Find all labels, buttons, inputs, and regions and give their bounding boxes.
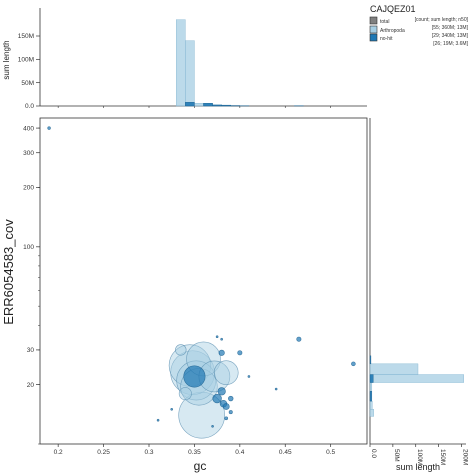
y-tick-label: 300 <box>23 150 34 157</box>
right-hist-bar-arthropoda <box>369 382 373 392</box>
x-tick-label: 0.3 <box>144 449 153 456</box>
scatter-point-no-hit <box>296 336 302 342</box>
legend-label-no-hit: no-hit <box>380 36 393 42</box>
x-axis-title: gc <box>194 459 207 473</box>
right-histogram: 0.0 50M 100M 150M 200M <box>369 118 469 465</box>
right-hist-bar-arthropoda <box>369 409 374 417</box>
right-hist-x-tick-label: 50M <box>393 449 400 462</box>
legend-header: [count; sum length; n50] <box>415 17 469 23</box>
scatter-point-no-hit <box>220 337 223 341</box>
main-scatter-panel: 0.2 0.25 0.3 0.35 0.4 0.45 0.5 20 30 100 200 300 400 <box>23 117 368 456</box>
right-hist-x-title: sum length <box>396 462 440 472</box>
top-hist-bar-arthropoda <box>185 40 195 107</box>
scatter-point-no-hit <box>228 395 234 402</box>
y-tick-label: 400 <box>23 125 34 132</box>
legend-swatch-total <box>369 16 378 25</box>
scatter-point-no-hit <box>274 387 278 391</box>
top-hist-y-tick-label: 150M <box>18 33 34 40</box>
scatter-point-no-hit <box>211 424 214 428</box>
top-hist-y-title: sum length <box>2 40 11 79</box>
top-hist-bar-no-hit <box>221 105 231 107</box>
legend-label-arthropoda: Arthropoda <box>380 28 405 34</box>
top-hist-y-tick-label: 0.0 <box>25 103 34 110</box>
right-hist-bar-no-hit <box>369 391 373 402</box>
scatter-point-no-hit <box>247 375 251 378</box>
scatter-point-arthropoda <box>178 387 192 401</box>
x-tick-label: 0.45 <box>279 449 292 456</box>
top-hist-y-tick-label: 100M <box>18 57 34 64</box>
scatter-point-no-hit <box>237 350 243 356</box>
right-hist-bar-no-hit <box>369 355 372 365</box>
scatter-point-arthropoda <box>175 344 187 356</box>
legend-stats-total: [55; 360M; 13M] <box>432 25 469 31</box>
scatter-point-no-hit <box>47 126 51 130</box>
y-tick-label: 100 <box>23 244 34 251</box>
legend-stats-no-hit: [26; 19M; 3.6M] <box>433 41 468 47</box>
legend-stats-arthropoda: [29; 340M; 13M] <box>432 33 469 39</box>
right-hist-x-tick-label: 0.0 <box>370 449 377 458</box>
scatter-point-no-hit <box>224 416 229 421</box>
top-hist-bar-no-hit <box>212 104 222 107</box>
chart-title: CAJQEZ01 <box>370 4 416 14</box>
legend-swatch-arthropoda <box>369 25 378 34</box>
right-hist-bar-arthropoda <box>369 363 419 375</box>
x-tick-label: 0.4 <box>235 449 244 456</box>
scatter-point-arthropoda <box>213 360 239 385</box>
main-plot-frame <box>39 117 368 445</box>
scatter-point-no-hit <box>170 407 174 411</box>
top-hist-bar-no-hit <box>203 102 213 107</box>
scatter-point-no-hit <box>217 387 226 396</box>
right-hist-bar-arthropoda <box>369 374 464 383</box>
top-hist-bar-arthropoda <box>176 19 186 107</box>
y-tick-label: 20 <box>27 382 35 389</box>
scatter-point-no-hit <box>222 403 230 410</box>
right-hist-x-tick-label: 200M <box>462 449 469 465</box>
scatter-point-no-hit <box>218 349 225 356</box>
right-hist-x-tick-label: 150M <box>439 449 446 465</box>
x-tick-label: 0.35 <box>188 449 201 456</box>
y-tick-label: 200 <box>23 185 34 192</box>
top-hist-bar-arthropoda <box>194 102 204 107</box>
scatter-point-no-hit <box>212 393 222 404</box>
right-hist-bar-no-hit <box>369 374 374 383</box>
y-tick-label: 30 <box>27 347 35 354</box>
top-hist-bar-no-hit <box>185 102 195 107</box>
legend-label-total: total <box>380 19 389 25</box>
legend: CAJQEZ01 [count; sum length; n50] total … <box>369 4 469 47</box>
y-axis-title: ERR6054583_cov <box>1 219 16 325</box>
right-hist-x-tick-label: 100M <box>416 449 423 465</box>
scatter-point-no-hit <box>215 335 219 339</box>
x-tick-label: 0.2 <box>54 449 63 456</box>
scatter-point-no-hit <box>351 361 356 367</box>
top-hist-y-tick-label: 50M <box>21 80 34 87</box>
top-histogram: 0.0 50M 100M 150M <box>18 8 367 110</box>
legend-swatch-no-hit <box>369 33 378 42</box>
scatter-point-no-hit <box>156 418 160 422</box>
scatter-point-no-hit <box>228 410 233 415</box>
scatter-point-no-hit <box>183 365 206 388</box>
x-tick-label: 0.25 <box>97 449 110 456</box>
x-tick-label: 0.5 <box>326 449 335 456</box>
right-hist-bar-arthropoda <box>369 400 373 410</box>
